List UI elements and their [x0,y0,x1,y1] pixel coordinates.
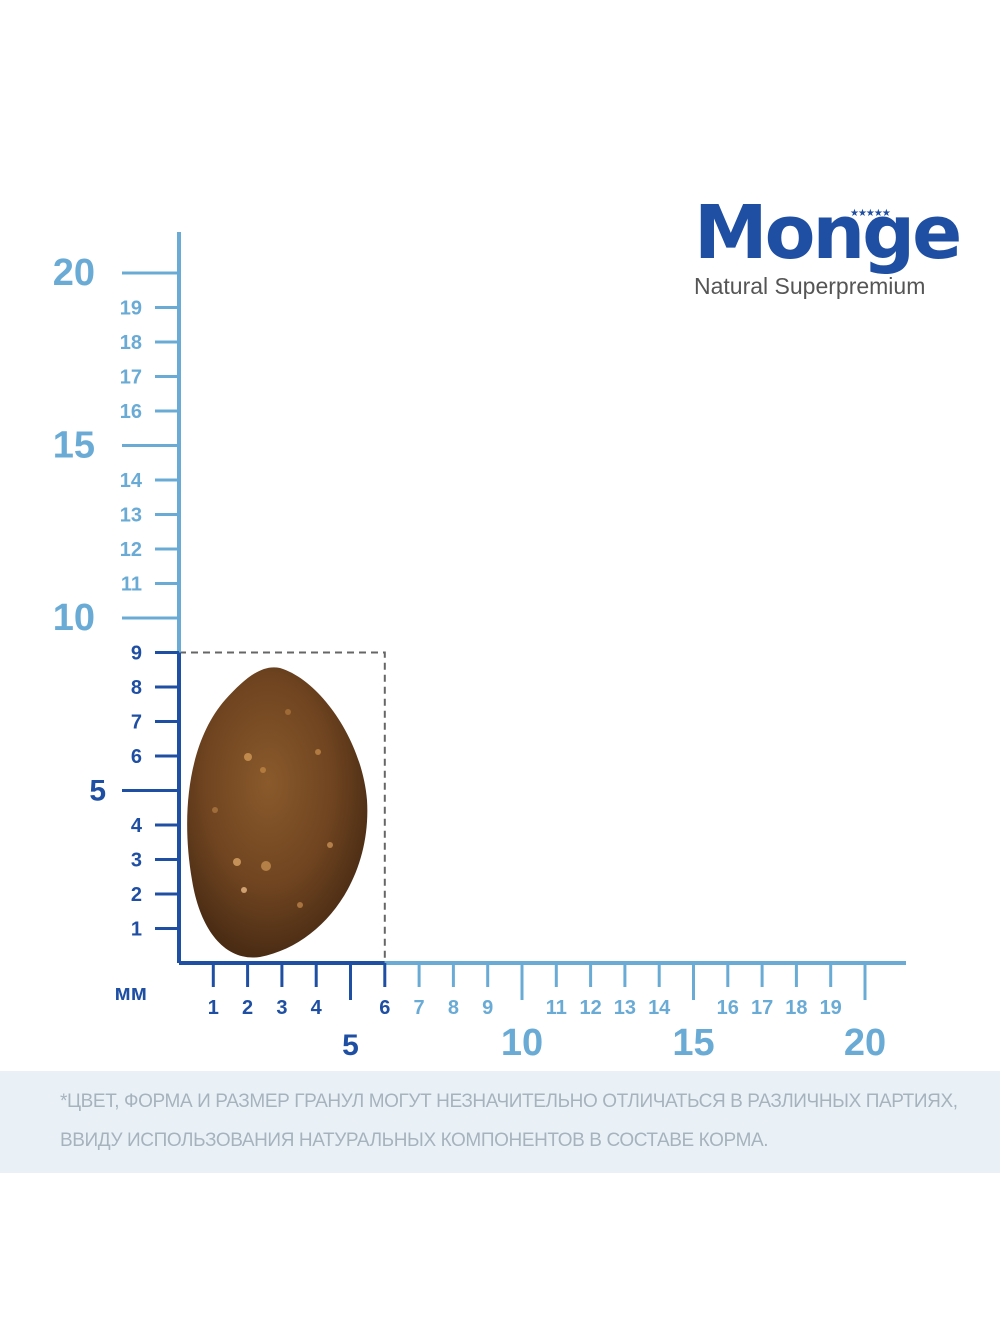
five-stars-icon: ★★★★★ [850,208,891,219]
x-tick-label: 4 [311,997,323,1019]
y-tick-label: 2 [131,884,142,906]
x-tick-label: 18 [785,997,807,1019]
y-tick-label: 16 [120,401,142,423]
y-tick-label: 4 [131,815,143,837]
x-tick-label: 6 [379,997,390,1019]
y-tick-label: 13 [120,505,142,527]
y-major-label: 10 [53,597,95,639]
disclaimer-line-2: ВВИДУ ИСПОЛЬЗОВАНИЯ НАТУРАЛЬНЫХ КОМПОНЕН… [60,1130,769,1151]
kibble-bounding-box [179,651,386,963]
y-axis-ticks [122,271,179,930]
y-tick-label: 1 [131,919,142,941]
y-tick-label: 18 [120,332,142,354]
x-tick-label: 13 [614,997,636,1019]
x-tick-label: 7 [414,997,425,1019]
disclaimer-banner: *ЦВЕТ, ФОРМА И РАЗМЕР ГРАНУЛ МОГУТ НЕЗНА… [0,1071,1000,1173]
y-major-label: 15 [53,425,95,467]
y-major-label: 20 [53,252,95,294]
y-tick-label: 8 [131,677,142,699]
x-tick-label: 8 [448,997,459,1019]
x-tick-label: 1 [208,997,219,1019]
x-tick-label: 14 [648,997,671,1019]
kibble-icon [187,667,368,958]
x-tick-label: 16 [717,997,739,1019]
y-major-label: 5 [89,775,106,808]
y-tick-label: 19 [120,298,142,320]
x-axis-ticks [211,963,867,1000]
x-tick-label: 11 [546,997,567,1019]
x-tick-label: 17 [751,997,773,1019]
x-major-label: 5 [342,1029,359,1062]
brand-logo: Monge ★★★★★ Natural Superpremium [690,196,962,310]
y-tick-label: 12 [120,539,142,561]
x-major-label: 15 [672,1022,714,1064]
x-tick-label: 19 [820,997,842,1019]
y-tick-label: 17 [120,367,142,389]
brand-tagline: Natural Superpremium [694,273,926,299]
disclaimer-line-1: *ЦВЕТ, ФОРМА И РАЗМЕР ГРАНУЛ МОГУТ НЕЗНА… [60,1091,958,1112]
y-tick-label: 11 [121,574,142,596]
y-tick-label: 14 [120,470,143,492]
x-tick-label: 3 [276,997,287,1019]
y-tick-label: 6 [131,746,142,768]
brand-name: Monge [694,190,962,276]
unit-label: мм [114,980,147,1005]
y-tick-label: 3 [131,850,142,872]
x-axis-labels: 1 2 3 4 6 7 8 9 11 12 13 14 16 17 18 195 10 15 20 [208,997,886,1064]
x-major-label: 10 [501,1022,543,1064]
x-tick-label: 2 [242,997,253,1019]
x-tick-label: 12 [579,997,601,1019]
x-tick-label: 9 [482,997,493,1019]
y-tick-label: 9 [131,643,142,665]
x-major-label: 20 [844,1022,886,1064]
y-tick-label: 7 [131,712,142,734]
